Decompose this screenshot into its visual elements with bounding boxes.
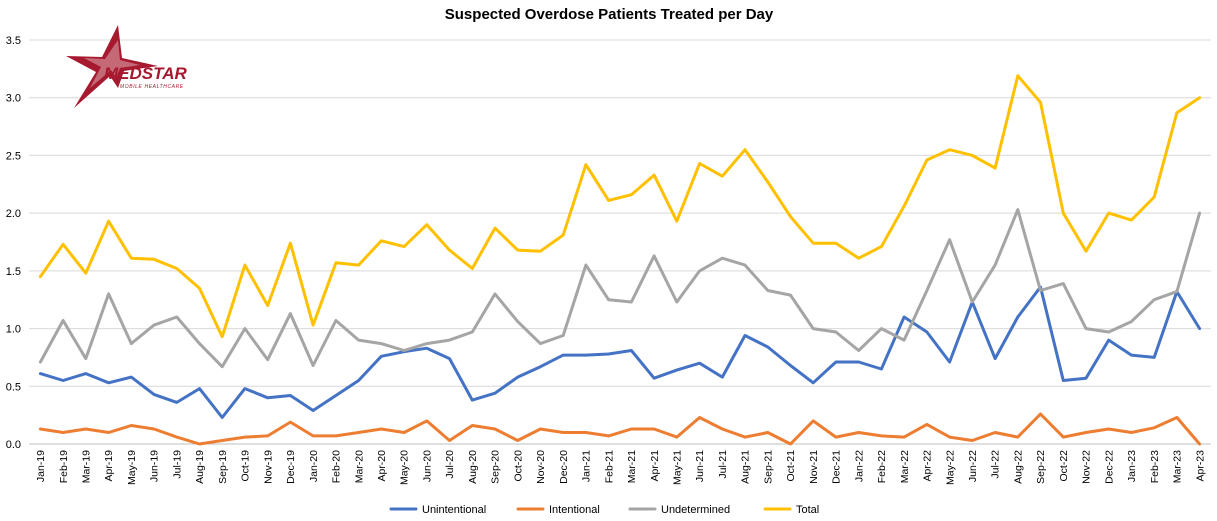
x-tick-label: May-19 [126, 450, 138, 485]
x-tick-label: Jun-22 [967, 450, 979, 482]
y-tick-label: 2.5 [6, 150, 21, 162]
x-tick-label: Sep-21 [762, 450, 774, 484]
x-tick-label: Mar-23 [1172, 450, 1184, 483]
x-tick-label: Apr-23 [1194, 450, 1206, 482]
y-axis-tick-labels: 0.0 0.5 1.0 1.5 2.0 2.5 3.0 3.5 [6, 35, 21, 451]
x-tick-label: Nov-21 [808, 450, 820, 484]
y-tick-label: 3.5 [6, 35, 21, 47]
y-tick-label: 2.0 [6, 208, 21, 220]
x-tick-label: Feb-22 [876, 450, 888, 483]
series-line-undetermined [38, 208, 1202, 369]
x-tick-label: Feb-23 [1149, 450, 1161, 483]
x-tick-label: Dec-19 [285, 450, 297, 484]
logo-star-shape [66, 25, 158, 108]
x-axis-tick-labels: Jan-19 Feb-19 Mar-19 Apr-19 May-19 Jun-19 Jul-… [35, 450, 1206, 485]
x-tick-label: Nov-20 [535, 450, 547, 484]
x-tick-label: Oct-20 [512, 450, 524, 482]
x-tick-label: Jun-20 [421, 450, 433, 482]
x-tick-label: May-21 [672, 450, 684, 485]
x-tick-label: Sep-19 [217, 450, 229, 484]
x-tick-label: Mar-19 [81, 450, 93, 483]
logo-wordmark: MEDSTAR [104, 64, 188, 83]
x-tick-label: Oct-22 [1058, 450, 1070, 482]
x-tick-label: May-22 [944, 450, 956, 485]
x-tick-label: Sep-20 [490, 450, 502, 484]
x-tick-label: May-20 [399, 450, 411, 485]
x-tick-label: Jun-19 [149, 450, 161, 482]
x-tick-label: Nov-22 [1081, 450, 1093, 484]
x-tick-label: Jun-21 [694, 450, 706, 482]
x-tick-label: Oct-19 [240, 450, 252, 482]
x-tick-label: Oct-21 [785, 450, 797, 482]
x-tick-label: Dec-22 [1103, 450, 1115, 484]
x-tick-label: Apr-19 [103, 450, 115, 482]
x-tick-label: Jan-21 [581, 450, 593, 482]
x-tick-label: Jan-20 [308, 450, 320, 482]
x-tick-label: Jan-23 [1126, 450, 1138, 482]
x-tick-label: Mar-20 [353, 450, 365, 483]
chart-title: Suspected Overdose Patients Treated per … [445, 6, 774, 23]
x-tick-label: Aug-20 [467, 450, 479, 484]
y-tick-label: 0.0 [6, 439, 21, 451]
series-line-intentional [38, 412, 1202, 446]
x-tick-label: Feb-20 [331, 450, 343, 483]
x-tick-label: Nov-19 [262, 450, 274, 484]
legend-label-unintentional: Unintentional [422, 504, 486, 516]
x-tick-label: Apr-21 [649, 450, 661, 482]
x-tick-label: Jan-19 [35, 450, 47, 482]
x-tick-label: Sep-22 [1035, 450, 1047, 484]
series-lines [38, 74, 1202, 446]
x-tick-label: Apr-22 [922, 450, 934, 482]
y-tick-label: 1.0 [6, 324, 21, 336]
chart-legend: Unintentional Intentional Undetermined Tota… [389, 504, 819, 516]
medstar-logo: MEDSTAR MOBILE HEALTHCARE [66, 25, 188, 108]
x-tick-label: Jul-22 [990, 450, 1002, 479]
x-tick-label: Jul-20 [444, 450, 456, 479]
series-line-total [38, 74, 1202, 339]
x-tick-label: Mar-22 [899, 450, 911, 483]
series-line-unintentional [38, 285, 1202, 419]
gridlines [29, 39, 1211, 445]
x-tick-label: Dec-21 [831, 450, 843, 484]
y-tick-label: 0.5 [6, 381, 21, 393]
legend-label-intentional: Intentional [549, 504, 600, 516]
x-tick-label: Feb-21 [603, 450, 615, 483]
x-tick-label: Apr-20 [376, 450, 388, 482]
x-tick-label: Aug-22 [1012, 450, 1024, 484]
x-tick-label: Jul-19 [171, 450, 183, 479]
y-tick-label: 1.5 [6, 266, 21, 278]
x-tick-label: Mar-21 [626, 450, 638, 483]
logo-star-inner [84, 40, 140, 88]
y-tick-label: 3.0 [6, 93, 21, 105]
logo-tagline: MOBILE HEALTHCARE [120, 84, 184, 90]
x-tick-label: Dec-20 [558, 450, 570, 484]
legend-label-total: Total [796, 504, 819, 516]
x-tick-label: Jul-21 [717, 450, 729, 479]
x-tick-label: Aug-21 [740, 450, 752, 484]
legend-label-undetermined: Undetermined [661, 504, 730, 516]
x-tick-label: Feb-19 [58, 450, 70, 483]
x-tick-label: Jan-22 [853, 450, 865, 482]
x-tick-label: Aug-19 [194, 450, 206, 484]
